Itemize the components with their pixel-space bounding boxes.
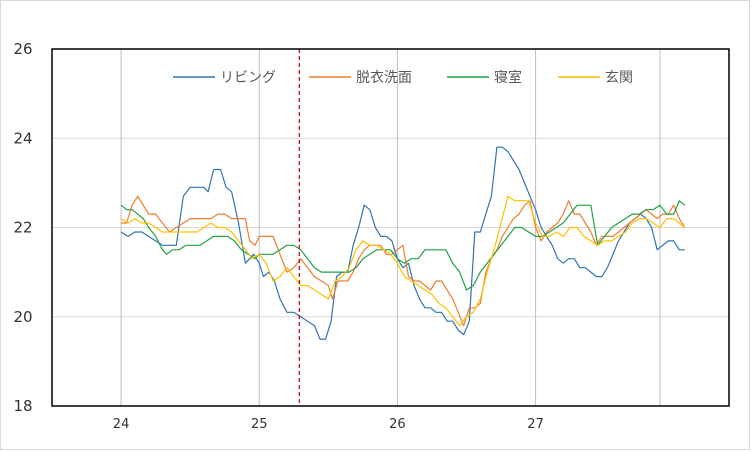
y-tick-label: 20 — [13, 308, 32, 326]
series-lines — [120, 146, 686, 340]
axes: 18 20 22 24 26 24 25 26 27 — [13, 40, 730, 432]
y-tick-label: 24 — [13, 129, 32, 147]
y-tick-label: 26 — [13, 40, 32, 58]
x-tick-label: 27 — [527, 417, 544, 432]
x-tick-label: 26 — [389, 417, 406, 432]
series-line-4 — [120, 195, 686, 327]
x-tick-label: 25 — [251, 417, 268, 432]
y-tick-label: 18 — [13, 397, 32, 415]
y-tick-label: 22 — [13, 219, 32, 237]
legend-label-1: リビング — [220, 70, 276, 86]
legend-label-3: 寝室 — [494, 69, 522, 86]
legend-label-4: 玄関 — [605, 69, 633, 86]
legend-label-2: 脱衣洗面 — [356, 70, 412, 86]
series-line-1 — [120, 146, 685, 340]
series-line-2 — [121, 195, 686, 327]
legend: リビング 脱衣洗面 寝室 玄関 — [173, 69, 633, 86]
x-tick-label: 24 — [113, 417, 130, 432]
plot-border — [51, 48, 730, 407]
series-line-3 — [120, 200, 686, 291]
